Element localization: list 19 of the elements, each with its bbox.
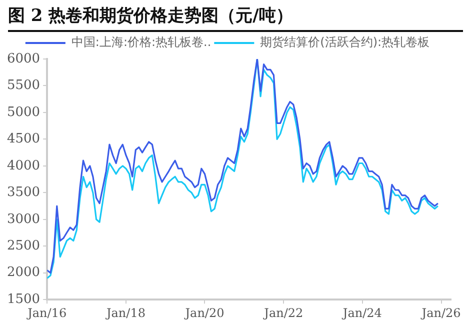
y-tick-label: 1500 bbox=[6, 292, 40, 307]
x-tick-label: Jan/20 bbox=[183, 306, 224, 320]
legend-label: 期货结算价(活跃合约):热轧卷板 bbox=[260, 35, 430, 50]
y-tick-label: 4500 bbox=[6, 132, 40, 147]
x-tick-label: Jan/22 bbox=[262, 306, 304, 320]
y-tick-label: 2000 bbox=[6, 265, 40, 280]
x-tick-label: Jan/26 bbox=[420, 306, 461, 320]
y-tick-label: 3000 bbox=[6, 212, 40, 227]
y-tick-label: 6000 bbox=[6, 51, 40, 66]
x-tick-label: Jan/16 bbox=[26, 306, 67, 320]
y-tick-label: 4000 bbox=[6, 158, 40, 174]
legend-label: 中国:上海:价格:热轧板卷.. bbox=[71, 35, 212, 50]
y-tick-label: 2500 bbox=[6, 238, 40, 254]
chart-title: 图 2 热卷和期货价格走势图（元/吨） bbox=[8, 4, 463, 32]
y-tick-label: 5500 bbox=[6, 78, 40, 94]
y-tick-label: 3500 bbox=[6, 185, 40, 200]
x-tick-label: Jan/18 bbox=[104, 306, 146, 320]
y-tick-label: 5000 bbox=[6, 104, 40, 120]
x-tick-label: Jan/24 bbox=[340, 306, 382, 320]
